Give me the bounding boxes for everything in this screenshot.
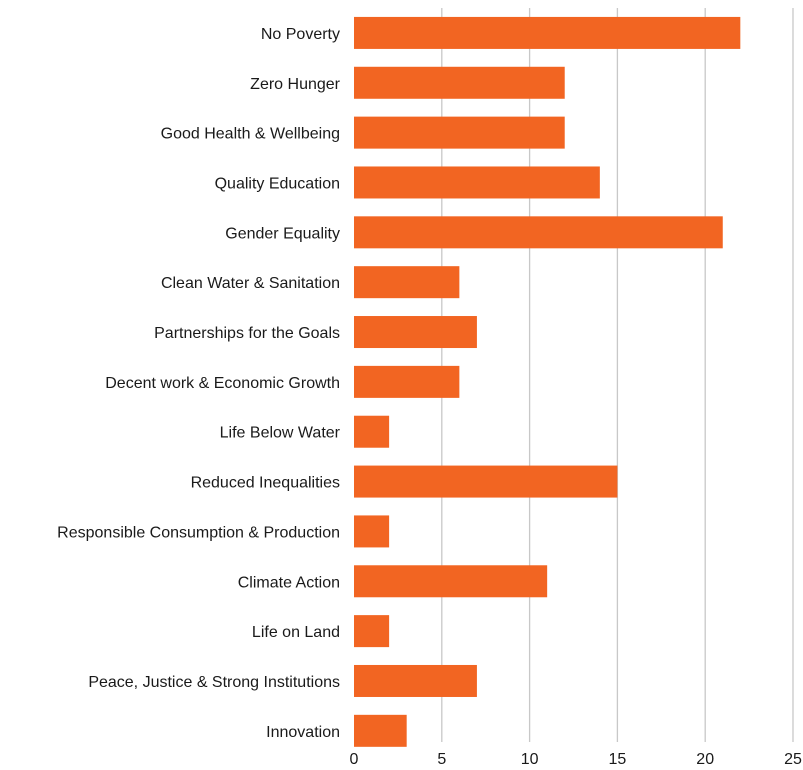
category-label: Clean Water & Sanitation (161, 275, 340, 292)
category-label: Gender Equality (225, 225, 340, 242)
bar (354, 116, 565, 149)
x-tick-label: 5 (437, 751, 446, 765)
bars (354, 16, 741, 747)
bar (354, 166, 600, 199)
x-tick-label: 15 (609, 751, 627, 765)
category-label: Climate Action (238, 574, 340, 591)
x-tick-labels: 0 5 10 15 20 25 (350, 751, 802, 768)
x-tick-label: 20 (696, 751, 714, 765)
category-label: Partnerships for the Goals (154, 325, 340, 342)
bar (354, 266, 460, 299)
category-label: Life on Land (252, 624, 340, 641)
category-label: Quality Education (215, 175, 340, 192)
bar (354, 664, 477, 697)
category-label: Decent work & Economic Growth (105, 375, 340, 392)
bar (354, 216, 723, 249)
bar (354, 465, 618, 498)
bar (354, 515, 390, 548)
x-tick-label: 10 (521, 751, 539, 765)
category-labels: No Poverty Zero Hunger Good Health & Wellb… (57, 26, 341, 741)
bar (354, 16, 741, 49)
category-label: Zero Hunger (250, 76, 340, 93)
bar (354, 714, 407, 747)
x-tick-label: 0 (350, 751, 359, 765)
bar (354, 565, 548, 598)
bar (354, 365, 460, 398)
category-label: Innovation (266, 724, 340, 741)
category-label: Good Health & Wellbeing (161, 126, 340, 143)
bar (354, 66, 565, 99)
category-label: Life Below Water (220, 425, 341, 442)
bar (354, 316, 477, 349)
category-label: Responsible Consumption & Production (57, 524, 340, 541)
bar (354, 415, 390, 448)
category-label: No Poverty (261, 26, 340, 43)
bar (354, 615, 390, 648)
x-tick-label: 25 (784, 751, 802, 765)
category-label: Reduced Inequalities (191, 475, 340, 492)
category-label: Peace, Justice & Strong Institutions (88, 674, 340, 691)
